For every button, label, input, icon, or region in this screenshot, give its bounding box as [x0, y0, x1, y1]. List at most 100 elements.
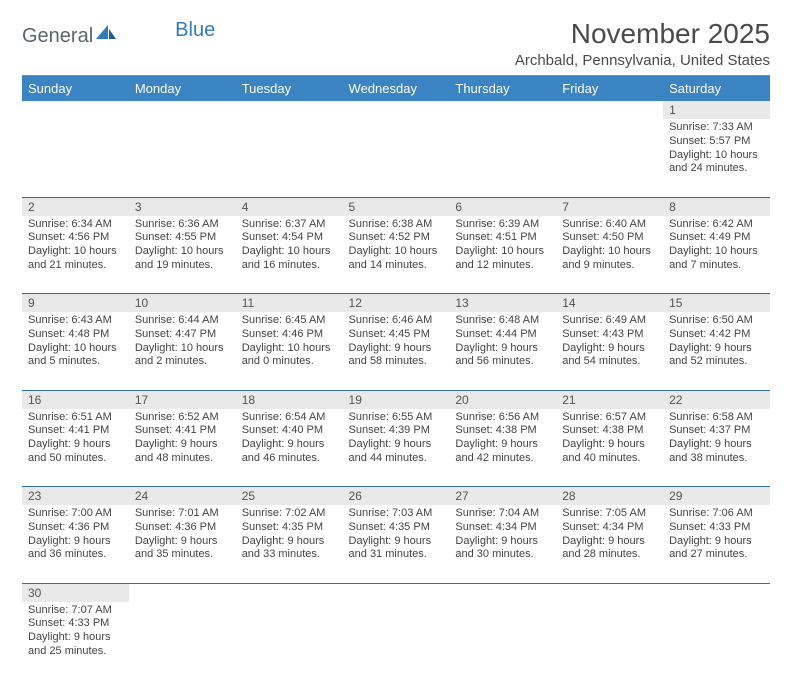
day-details: Sunrise: 6:52 AMSunset: 4:41 PMDaylight:… — [129, 409, 236, 470]
weekday-header-row: Sunday Monday Tuesday Wednesday Thursday… — [22, 76, 770, 101]
day-number-cell: 14 — [556, 294, 663, 313]
daylight-text-1: Daylight: 10 hours — [28, 342, 123, 356]
daylight-text-2: and 2 minutes. — [135, 355, 230, 369]
daynum-row: 23242526272829 — [22, 487, 770, 506]
week-row: Sunrise: 6:43 AMSunset: 4:48 PMDaylight:… — [22, 312, 770, 390]
daylight-text-2: and 19 minutes. — [135, 259, 230, 273]
sunset-text: Sunset: 4:35 PM — [242, 521, 337, 535]
day-number-cell: 11 — [236, 294, 343, 313]
daylight-text-1: Daylight: 9 hours — [669, 342, 764, 356]
day-number-cell — [343, 583, 450, 602]
day-details: Sunrise: 6:51 AMSunset: 4:41 PMDaylight:… — [22, 409, 129, 470]
daylight-text-1: Daylight: 9 hours — [455, 535, 550, 549]
daylight-text-2: and 27 minutes. — [669, 548, 764, 562]
day-body-cell: Sunrise: 6:43 AMSunset: 4:48 PMDaylight:… — [22, 312, 129, 390]
sunrise-text: Sunrise: 7:03 AM — [349, 507, 444, 521]
sunset-text: Sunset: 4:46 PM — [242, 328, 337, 342]
day-body-cell: Sunrise: 7:00 AMSunset: 4:36 PMDaylight:… — [22, 505, 129, 583]
daylight-text-2: and 0 minutes. — [242, 355, 337, 369]
sunrise-text: Sunrise: 7:02 AM — [242, 507, 337, 521]
daylight-text-1: Daylight: 9 hours — [242, 438, 337, 452]
day-details: Sunrise: 6:40 AMSunset: 4:50 PMDaylight:… — [556, 216, 663, 277]
sunrise-text: Sunrise: 6:55 AM — [349, 411, 444, 425]
day-number-cell: 12 — [343, 294, 450, 313]
daylight-text-2: and 30 minutes. — [455, 548, 550, 562]
day-body-cell: Sunrise: 7:03 AMSunset: 4:35 PMDaylight:… — [343, 505, 450, 583]
sunrise-text: Sunrise: 6:39 AM — [455, 218, 550, 232]
day-body-cell — [129, 602, 236, 680]
day-number-cell: 15 — [663, 294, 770, 313]
title-block: November 2025 Archbald, Pennsylvania, Un… — [515, 18, 770, 69]
sunset-text: Sunset: 4:48 PM — [28, 328, 123, 342]
day-details: Sunrise: 7:06 AMSunset: 4:33 PMDaylight:… — [663, 505, 770, 566]
day-details: Sunrise: 6:34 AMSunset: 4:56 PMDaylight:… — [22, 216, 129, 277]
day-body-cell: Sunrise: 6:50 AMSunset: 4:42 PMDaylight:… — [663, 312, 770, 390]
day-body-cell: Sunrise: 6:39 AMSunset: 4:51 PMDaylight:… — [449, 216, 556, 294]
daylight-text-1: Daylight: 10 hours — [455, 245, 550, 259]
sunset-text: Sunset: 4:33 PM — [28, 617, 123, 631]
day-body-cell — [449, 119, 556, 197]
day-body-cell: Sunrise: 6:52 AMSunset: 4:41 PMDaylight:… — [129, 409, 236, 487]
day-body-cell: Sunrise: 6:49 AMSunset: 4:43 PMDaylight:… — [556, 312, 663, 390]
day-body-cell: Sunrise: 6:48 AMSunset: 4:44 PMDaylight:… — [449, 312, 556, 390]
day-body-cell — [449, 602, 556, 680]
sunrise-text: Sunrise: 6:58 AM — [669, 411, 764, 425]
day-number-cell: 26 — [343, 487, 450, 506]
weekday-header: Wednesday — [343, 76, 450, 101]
sunset-text: Sunset: 4:36 PM — [135, 521, 230, 535]
sunrise-text: Sunrise: 6:43 AM — [28, 314, 123, 328]
day-details: Sunrise: 6:48 AMSunset: 4:44 PMDaylight:… — [449, 312, 556, 373]
sunset-text: Sunset: 4:40 PM — [242, 424, 337, 438]
day-number-cell: 18 — [236, 390, 343, 409]
sunset-text: Sunset: 4:33 PM — [669, 521, 764, 535]
day-number-cell: 9 — [22, 294, 129, 313]
day-body-cell: Sunrise: 6:46 AMSunset: 4:45 PMDaylight:… — [343, 312, 450, 390]
day-details: Sunrise: 7:33 AMSunset: 5:57 PMDaylight:… — [663, 119, 770, 180]
day-number-cell: 6 — [449, 197, 556, 216]
day-number-cell — [556, 101, 663, 119]
day-body-cell: Sunrise: 6:51 AMSunset: 4:41 PMDaylight:… — [22, 409, 129, 487]
sunset-text: Sunset: 4:35 PM — [349, 521, 444, 535]
daylight-text-1: Daylight: 9 hours — [28, 535, 123, 549]
sunset-text: Sunset: 4:41 PM — [28, 424, 123, 438]
day-body-cell: Sunrise: 6:36 AMSunset: 4:55 PMDaylight:… — [129, 216, 236, 294]
day-body-cell: Sunrise: 7:07 AMSunset: 4:33 PMDaylight:… — [22, 602, 129, 680]
day-body-cell: Sunrise: 6:38 AMSunset: 4:52 PMDaylight:… — [343, 216, 450, 294]
daylight-text-2: and 38 minutes. — [669, 452, 764, 466]
sunset-text: Sunset: 4:36 PM — [28, 521, 123, 535]
day-details: Sunrise: 6:50 AMSunset: 4:42 PMDaylight:… — [663, 312, 770, 373]
sunrise-text: Sunrise: 6:50 AM — [669, 314, 764, 328]
day-details: Sunrise: 6:37 AMSunset: 4:54 PMDaylight:… — [236, 216, 343, 277]
week-row: Sunrise: 6:34 AMSunset: 4:56 PMDaylight:… — [22, 216, 770, 294]
day-details: Sunrise: 6:56 AMSunset: 4:38 PMDaylight:… — [449, 409, 556, 470]
sunrise-text: Sunrise: 7:06 AM — [669, 507, 764, 521]
daylight-text-1: Daylight: 9 hours — [242, 535, 337, 549]
day-number-cell — [449, 583, 556, 602]
day-number-cell: 4 — [236, 197, 343, 216]
day-details: Sunrise: 6:57 AMSunset: 4:38 PMDaylight:… — [556, 409, 663, 470]
day-body-cell: Sunrise: 6:58 AMSunset: 4:37 PMDaylight:… — [663, 409, 770, 487]
sunrise-text: Sunrise: 6:56 AM — [455, 411, 550, 425]
daylight-text-2: and 56 minutes. — [455, 355, 550, 369]
daylight-text-2: and 21 minutes. — [28, 259, 123, 273]
day-body-cell: Sunrise: 7:05 AMSunset: 4:34 PMDaylight:… — [556, 505, 663, 583]
daylight-text-1: Daylight: 10 hours — [242, 245, 337, 259]
day-number-cell: 27 — [449, 487, 556, 506]
day-body-cell — [236, 119, 343, 197]
day-number-cell — [556, 583, 663, 602]
calendar-table: Sunday Monday Tuesday Wednesday Thursday… — [22, 76, 770, 680]
day-number-cell: 24 — [129, 487, 236, 506]
day-body-cell — [663, 602, 770, 680]
day-number-cell: 29 — [663, 487, 770, 506]
day-number-cell: 7 — [556, 197, 663, 216]
day-number-cell: 23 — [22, 487, 129, 506]
day-number-cell: 19 — [343, 390, 450, 409]
daylight-text-2: and 50 minutes. — [28, 452, 123, 466]
weekday-header: Friday — [556, 76, 663, 101]
sunset-text: Sunset: 4:45 PM — [349, 328, 444, 342]
daylight-text-2: and 54 minutes. — [562, 355, 657, 369]
sunrise-text: Sunrise: 7:05 AM — [562, 507, 657, 521]
day-details: Sunrise: 7:01 AMSunset: 4:36 PMDaylight:… — [129, 505, 236, 566]
daylight-text-2: and 28 minutes. — [562, 548, 657, 562]
sunrise-text: Sunrise: 7:33 AM — [669, 121, 764, 135]
